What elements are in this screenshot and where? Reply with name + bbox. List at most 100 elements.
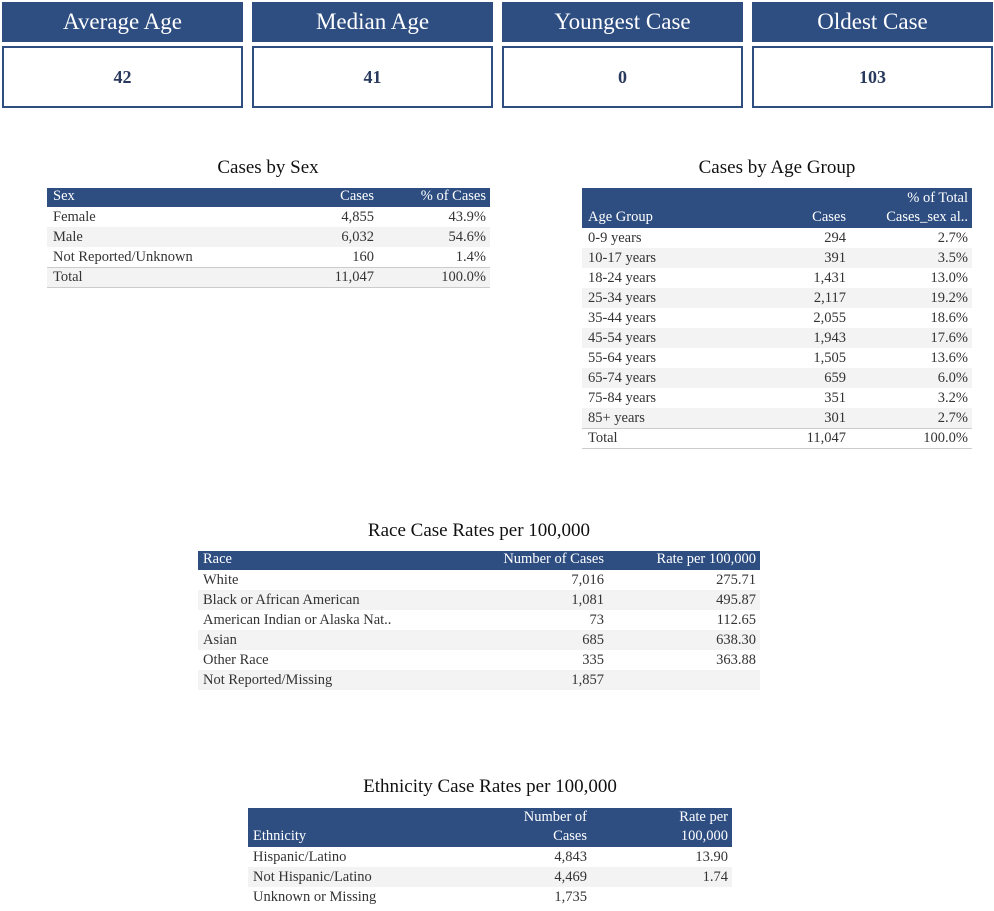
row-value-1: 294 bbox=[824, 230, 846, 246]
table-row: 18-24 years 1,431 13.0% bbox=[582, 268, 972, 288]
total-row: Total 11,047 100.0% bbox=[582, 428, 972, 449]
table-header: Race Number of Cases Rate per 100,000 bbox=[198, 551, 760, 570]
row-label: 45-54 years bbox=[588, 330, 657, 346]
table-row: Other Race 335 363.88 bbox=[198, 650, 760, 670]
row-value-2: 18.6% bbox=[930, 310, 968, 326]
table-row: Hispanic/Latino 4,843 13.90 bbox=[248, 847, 732, 867]
kpi-oldest-case-value: 103 bbox=[752, 46, 993, 108]
row-value-1: 2,117 bbox=[813, 290, 846, 306]
row-value-2: 100.0% bbox=[441, 269, 486, 285]
table-row: White 7,016 275.71 bbox=[198, 570, 760, 590]
row-value-2: 6.0% bbox=[937, 370, 968, 386]
table-row: American Indian or Alaska Nat.. 73 112.65 bbox=[198, 610, 760, 630]
row-value-2: 363.88 bbox=[716, 652, 756, 668]
row-value-2: 638.30 bbox=[716, 632, 756, 648]
sex-table-title: Cases by Sex bbox=[217, 157, 319, 178]
table-row: Unknown or Missing 1,735 bbox=[248, 887, 732, 907]
row-value-1: 301 bbox=[824, 410, 846, 426]
row-label: 65-74 years bbox=[588, 370, 657, 386]
row-value-1: 1,943 bbox=[813, 330, 846, 346]
row-value-1: 351 bbox=[824, 390, 846, 406]
row-label: 25-34 years bbox=[588, 290, 657, 306]
column-header: % of Cases bbox=[420, 188, 486, 204]
row-label: 10-17 years bbox=[588, 250, 657, 266]
row-value-1: 659 bbox=[824, 370, 846, 386]
row-value-1: 1,431 bbox=[813, 270, 846, 286]
row-value-2: 112.65 bbox=[716, 612, 756, 628]
table-row: 25-34 years 2,117 19.2% bbox=[582, 288, 972, 308]
table-row: 35-44 years 2,055 18.6% bbox=[582, 308, 972, 328]
row-value-2: 3.5% bbox=[937, 250, 968, 266]
row-label: Unknown or Missing bbox=[253, 889, 377, 905]
table-header: Age Group Cases % of Total Cases_sex al.. bbox=[582, 188, 972, 228]
row-label: 35-44 years bbox=[588, 310, 657, 326]
kpi-youngest-case-header: Youngest Case bbox=[502, 2, 743, 42]
kpi-median-age-value: 41 bbox=[252, 46, 493, 108]
age-table-title: Cases by Age Group bbox=[698, 157, 856, 178]
kpi-median-age-header: Median Age bbox=[252, 2, 493, 42]
row-value-1: 335 bbox=[582, 652, 604, 668]
row-value-2: 275.71 bbox=[716, 572, 756, 588]
column-header: % of Total Cases_sex al.. bbox=[886, 190, 968, 225]
row-label: Other Race bbox=[203, 652, 269, 668]
sex-table: Sex Cases % of Cases Female 4,855 43.9% Male 6,… bbox=[47, 188, 490, 288]
table-row: 10-17 years 391 3.5% bbox=[582, 248, 972, 268]
column-header: Age Group bbox=[588, 209, 653, 225]
column-header: Race bbox=[203, 551, 232, 567]
row-value-1: 160 bbox=[352, 249, 374, 265]
table-header: Sex Cases % of Cases bbox=[47, 188, 490, 207]
row-value-1: 1,735 bbox=[554, 889, 587, 905]
row-value-1: 4,469 bbox=[554, 869, 587, 885]
column-header: Number of Cases bbox=[503, 551, 604, 567]
table-row: Female 4,855 43.9% bbox=[47, 207, 490, 227]
row-value-1: 1,081 bbox=[571, 592, 604, 608]
row-value-2: 13.90 bbox=[695, 849, 728, 865]
ethnicity-table-title: Ethnicity Case Rates per 100,000 bbox=[363, 776, 617, 797]
row-label: Not Reported/Missing bbox=[203, 672, 333, 688]
row-value-1: 2,055 bbox=[813, 310, 846, 326]
row-value-1: 11,047 bbox=[806, 430, 846, 446]
row-value-1: 6,032 bbox=[341, 229, 374, 245]
row-value-2: 495.87 bbox=[716, 592, 756, 608]
table-row: Not Reported/Unknown 160 1.4% bbox=[47, 247, 490, 267]
race-table: Race Number of Cases Rate per 100,000 White… bbox=[198, 551, 760, 690]
ethnicity-table: Ethnicity Number of Cases Rate per 100,000… bbox=[248, 808, 732, 907]
row-value-1: 1,857 bbox=[571, 672, 604, 688]
row-label: Total bbox=[53, 269, 83, 285]
row-label: American Indian or Alaska Nat.. bbox=[203, 612, 392, 628]
row-label: Not Hispanic/Latino bbox=[253, 869, 372, 885]
row-value-2: 2.7% bbox=[937, 410, 968, 426]
kpi-average-age-value: 42 bbox=[2, 46, 243, 108]
row-value-1: 1,505 bbox=[813, 350, 846, 366]
column-header: Rate per 100,000 bbox=[679, 809, 728, 844]
row-label: 55-64 years bbox=[588, 350, 657, 366]
table-row: Male 6,032 54.6% bbox=[47, 227, 490, 247]
table-row: 85+ years 301 2.7% bbox=[582, 408, 972, 428]
table-header: Ethnicity Number of Cases Rate per 100,000 bbox=[248, 808, 732, 847]
row-value-1: 7,016 bbox=[571, 572, 604, 588]
row-label: Asian bbox=[203, 632, 237, 648]
race-table-title: Race Case Rates per 100,000 bbox=[367, 520, 591, 541]
column-header: Rate per 100,000 bbox=[656, 551, 756, 567]
row-value-2: 1.4% bbox=[455, 249, 486, 265]
row-label: Black or African American bbox=[203, 592, 360, 608]
row-label: Female bbox=[53, 209, 96, 225]
row-value-2: 1.74 bbox=[702, 869, 728, 885]
table-row: 55-64 years 1,505 13.6% bbox=[582, 348, 972, 368]
row-value-1: 4,855 bbox=[341, 209, 374, 225]
table-row: Asian 685 638.30 bbox=[198, 630, 760, 650]
column-header: Ethnicity bbox=[253, 828, 307, 844]
row-value-1: 11,047 bbox=[334, 269, 374, 285]
row-value-2: 2.7% bbox=[937, 230, 968, 246]
kpi-average-age-header: Average Age bbox=[2, 2, 243, 42]
row-label: 18-24 years bbox=[588, 270, 657, 286]
row-value-2: 19.2% bbox=[930, 290, 968, 306]
row-label: White bbox=[203, 572, 239, 588]
row-label: Not Reported/Unknown bbox=[53, 249, 193, 265]
row-value-2: 3.2% bbox=[937, 390, 968, 406]
row-value-1: 73 bbox=[589, 612, 605, 628]
row-label: Hispanic/Latino bbox=[253, 849, 347, 865]
row-value-2: 17.6% bbox=[930, 330, 968, 346]
kpi-youngest-case-value: 0 bbox=[502, 46, 743, 108]
table-row: Black or African American 1,081 495.87 bbox=[198, 590, 760, 610]
